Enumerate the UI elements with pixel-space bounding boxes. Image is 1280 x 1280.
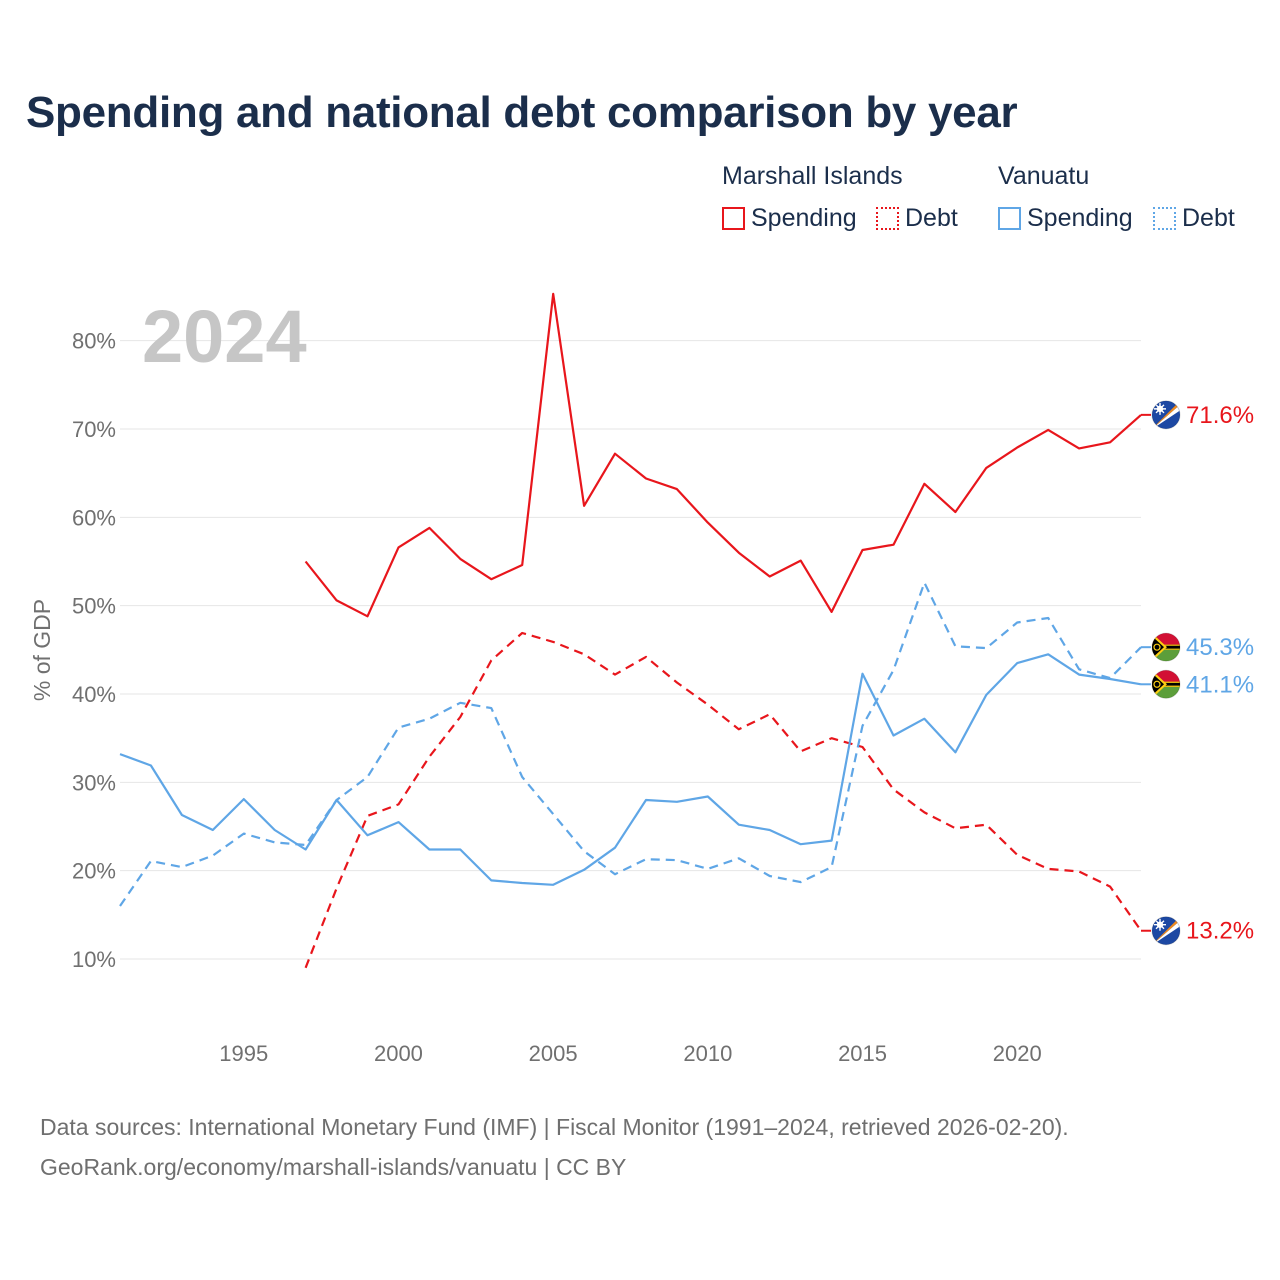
end-value-label-vanuatu-debt: 45.3% [1186, 634, 1254, 661]
x-tick-label: 2000 [374, 1041, 423, 1066]
y-tick-label: 80% [72, 329, 116, 354]
end-markers: 71.6% 13.2% 41.1% 45.3% [1141, 400, 1254, 946]
legend-item-marshall-debt[interactable]: Debt [876, 204, 958, 233]
legend-label: Spending [751, 204, 857, 232]
legend-group-marshall-islands: Marshall Islands [722, 162, 903, 190]
y-axis-label: % of GDP [29, 599, 55, 701]
data-sources: Data sources: International Monetary Fun… [40, 1107, 1069, 1187]
solid-swatch-icon [998, 207, 1021, 230]
y-tick-label: 50% [72, 594, 116, 619]
gridlines [120, 340, 1141, 960]
dotted-swatch-icon [1153, 207, 1176, 230]
series-lines [119, 292, 1142, 969]
y-tick-label: 60% [72, 505, 116, 530]
chart-title: Spending and national debt comparison by… [26, 88, 1018, 137]
y-tick-label: 40% [72, 682, 116, 707]
series-line-vanuatu-spending [119, 653, 1142, 886]
y-tick-label: 20% [72, 859, 116, 884]
marshall-islands-flag-icon [1151, 916, 1181, 946]
x-tick-label: 2020 [993, 1041, 1042, 1066]
y-tick-label: 10% [72, 947, 116, 972]
end-value-label-marshall-islands-debt: 13.2% [1186, 918, 1254, 945]
legend-group-vanuatu: Vanuatu [998, 162, 1090, 190]
sources-line-1: Data sources: International Monetary Fun… [40, 1114, 1069, 1140]
year-watermark: 2024 [142, 295, 307, 378]
series-line-marshall-islands-debt [304, 631, 1142, 969]
x-tick-label: 2015 [838, 1041, 887, 1066]
sources-line-2: GeoRank.org/economy/marshall-islands/van… [40, 1154, 627, 1180]
legend-label: Debt [905, 204, 958, 232]
x-axis: 1995 2000 2005 2010 2015 2020 [219, 1041, 1041, 1066]
vanuatu-flag-icon [1151, 669, 1181, 699]
y-axis: 10% 20% 30% 40% 50% 60% 70% 80% [72, 329, 116, 972]
y-tick-label: 30% [72, 770, 116, 795]
x-tick-label: 1995 [219, 1041, 268, 1066]
marshall-islands-flag-icon [1151, 400, 1181, 430]
x-tick-label: 2010 [683, 1041, 732, 1066]
x-tick-label: 2005 [529, 1041, 578, 1066]
dotted-swatch-icon [876, 207, 899, 230]
series-line-vanuatu-debt [119, 581, 1142, 907]
legend-item-marshall-spending[interactable]: Spending [722, 204, 857, 233]
y-tick-label: 70% [72, 417, 116, 442]
legend-item-vanuatu-spending[interactable]: Spending [998, 204, 1133, 233]
vanuatu-flag-icon [1151, 632, 1181, 662]
solid-swatch-icon [722, 207, 745, 230]
series-line-marshall-islands-spending [304, 292, 1142, 618]
end-value-label-vanuatu-spending: 41.1% [1186, 671, 1254, 698]
legend-label: Debt [1182, 204, 1235, 232]
legend-item-vanuatu-debt[interactable]: Debt [1153, 204, 1235, 233]
end-value-label-marshall-islands-spending: 71.6% [1186, 402, 1254, 429]
legend-label: Spending [1027, 204, 1133, 232]
